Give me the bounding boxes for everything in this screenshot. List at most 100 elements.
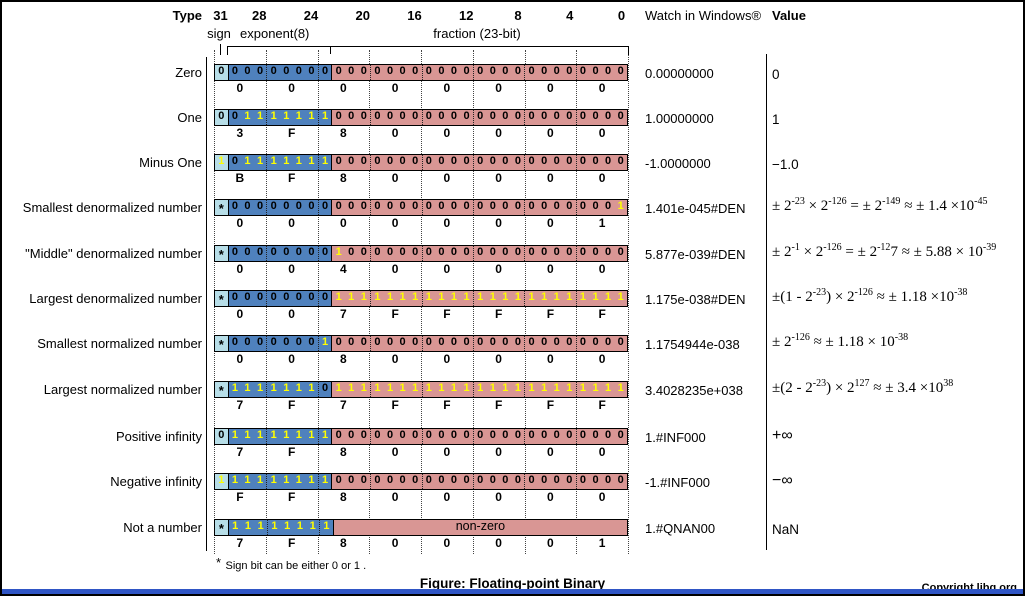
exponent-bit-cell: 1 bbox=[241, 474, 254, 489]
fraction-bit-cell: 0 bbox=[601, 336, 615, 351]
fraction-bit-cell: 1 bbox=[383, 291, 397, 306]
hex-digit: 0 bbox=[495, 81, 502, 95]
fraction-bit-cell: 1 bbox=[344, 382, 358, 397]
fraction-bit-cell: 0 bbox=[383, 200, 397, 215]
hex-digit: 0 bbox=[443, 171, 451, 185]
fraction-bit-cell: 1 bbox=[408, 291, 422, 306]
value-superscript: 38 bbox=[943, 378, 954, 389]
fraction-bit-cell: 0 bbox=[524, 200, 538, 215]
hex-digit: 0 bbox=[547, 126, 554, 140]
exponent-bit-cell: 0 bbox=[228, 110, 242, 125]
hex-digit: 0 bbox=[547, 352, 554, 366]
hex-digit: 0 bbox=[495, 536, 502, 550]
exponent-bit-cell: 1 bbox=[292, 382, 306, 397]
hex-digit: 0 bbox=[547, 262, 554, 276]
fraction-bit-cell: 1 bbox=[575, 291, 590, 306]
fraction-bit-cell: 0 bbox=[344, 429, 358, 444]
fraction-bit-cell: 0 bbox=[383, 246, 397, 261]
hex-digit: 0 bbox=[443, 352, 451, 366]
sign-bit-cell: * bbox=[215, 291, 229, 306]
fraction-bit-cell: 1 bbox=[589, 291, 602, 306]
exponent-bit-cell: 1 bbox=[280, 520, 294, 535]
hex-digit: 1 bbox=[598, 536, 606, 550]
hex-digit: 0 bbox=[391, 536, 399, 550]
hex-digit: 0 bbox=[340, 81, 347, 95]
sign-bit-cell: 0 bbox=[215, 110, 229, 125]
fraction-bit-cell: 1 bbox=[396, 382, 409, 397]
fraction-bit-cell: 0 bbox=[499, 246, 512, 261]
fraction-bit-cell: 0 bbox=[396, 65, 409, 80]
fraction-bit-cell: 0 bbox=[396, 246, 409, 261]
hex-digit: 0 bbox=[443, 216, 451, 230]
value-column-header: Value bbox=[772, 8, 806, 23]
value-superscript: -149 bbox=[882, 196, 901, 207]
fraction-bit-cell: 0 bbox=[563, 200, 576, 215]
bit-number-label: 8 bbox=[514, 8, 522, 23]
fraction-bit-cell: 0 bbox=[370, 429, 384, 444]
fraction-bit-cell: 0 bbox=[421, 429, 436, 444]
hex-digit: 0 bbox=[495, 445, 502, 459]
exponent-bit-cell: 1 bbox=[253, 429, 267, 444]
exponent-bit-cell: 1 bbox=[292, 110, 306, 125]
sign-bit-cell: * bbox=[215, 336, 229, 351]
exponent-bit-cell: 0 bbox=[317, 246, 333, 261]
fraction-bit-cell: 0 bbox=[332, 429, 345, 444]
exponent-bit-cell: 1 bbox=[305, 429, 318, 444]
fraction-bit-cell: 0 bbox=[408, 110, 422, 125]
value-segment: ±(2 - 2 bbox=[772, 380, 813, 396]
fraction-bit-cell: 0 bbox=[408, 429, 422, 444]
row-type-label: Largest denormalized number bbox=[29, 291, 202, 306]
hex-digit: F bbox=[236, 490, 244, 504]
fraction-bit-cell: 0 bbox=[472, 110, 487, 125]
fraction-bit-cell: 0 bbox=[332, 110, 345, 125]
fraction-bit-cell: 0 bbox=[589, 336, 602, 351]
hex-digit: 0 bbox=[547, 171, 554, 185]
exponent-bit-cell: 1 bbox=[241, 110, 254, 125]
exponent-bit-cell: 0 bbox=[228, 246, 242, 261]
fraction-bit-cell: 0 bbox=[486, 110, 500, 125]
sign-bit-cell: * bbox=[215, 520, 229, 535]
exponent-bit-cell: 1 bbox=[254, 520, 267, 535]
fraction-field-label: fraction (23-bit) bbox=[433, 26, 521, 41]
fraction-bit-cell: 0 bbox=[472, 155, 487, 170]
fraction-bit-cell: 0 bbox=[563, 246, 576, 261]
hex-digit: 8 bbox=[340, 445, 347, 459]
exponent-bit-cell: 1 bbox=[241, 155, 254, 170]
hex-digit: 0 bbox=[598, 445, 606, 459]
fraction-bit-cell: 0 bbox=[589, 246, 602, 261]
fraction-bit-cell: 0 bbox=[550, 110, 564, 125]
exponent-bit-cell: 1 bbox=[241, 382, 254, 397]
hex-digit: 0 bbox=[547, 536, 554, 550]
fraction-bit-cell: 0 bbox=[601, 429, 615, 444]
hex-digit: 0 bbox=[443, 126, 451, 140]
bit-strip: * 0 0 0 0 0 0 0 0 1 1 1 1 1 1 1 1 1 1 1 1 1 1 1 1 1 1 1 1 1 1 1 bbox=[214, 290, 628, 307]
fraction-bit-cell: 0 bbox=[537, 110, 551, 125]
value-segment: NaN bbox=[772, 522, 800, 537]
value-segment: ±(1 - 2 bbox=[772, 289, 813, 305]
watch-value: 5.877e-039#DEN bbox=[645, 247, 746, 262]
value-segment: ± 2 bbox=[772, 198, 792, 214]
fraction-bit-cell: 0 bbox=[472, 336, 487, 351]
exponent-bit-cell: 0 bbox=[241, 65, 254, 80]
fraction-bit-cell: 0 bbox=[589, 200, 602, 215]
hex-digit: 0 bbox=[236, 216, 244, 230]
exponent-bit-cell: 0 bbox=[266, 200, 280, 215]
fraction-bit-cell: 1 bbox=[421, 382, 436, 397]
hex-digit: 0 bbox=[547, 216, 554, 230]
bit-number-label: 31 bbox=[213, 8, 228, 23]
bit-number-label: 4 bbox=[566, 8, 574, 23]
fraction-bit-cell: 1 bbox=[460, 291, 473, 306]
exponent-bit-cell: 0 bbox=[279, 65, 293, 80]
fraction-bit-cell: 1 bbox=[499, 382, 512, 397]
footnote-asterisk: * bbox=[216, 555, 222, 570]
hex-digit: 0 bbox=[598, 126, 606, 140]
exponent-bit-cell: 0 bbox=[253, 291, 267, 306]
exponent-bit-cell: 1 bbox=[228, 474, 242, 489]
fraction-bit-cell: 0 bbox=[396, 200, 409, 215]
fraction-bit-cell: 0 bbox=[447, 110, 461, 125]
fraction-bit-cell: 0 bbox=[511, 200, 525, 215]
fraction-bit-cell: 1 bbox=[344, 291, 358, 306]
hex-digit: F bbox=[287, 536, 296, 550]
hex-digit: 7 bbox=[236, 445, 244, 459]
footnote-text: Sign bit can be either 0 or 1 . bbox=[225, 560, 367, 572]
